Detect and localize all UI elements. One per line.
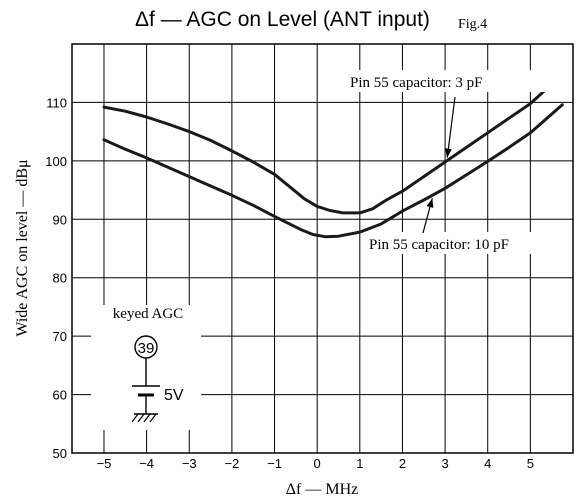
x-tick-label: 1: [356, 456, 363, 471]
x-tick-label: 0: [314, 456, 321, 471]
y-axis-label: Wide AGC on level — dBμ: [14, 159, 31, 336]
x-tick-label: −4: [139, 456, 154, 471]
inset-label: keyed AGC: [113, 306, 183, 322]
chart-title: Δf — AGC on Level (ANT input): [135, 8, 430, 31]
y-tick-label: 50: [53, 446, 67, 461]
pin-number: 39: [138, 340, 155, 357]
y-tick-label: 80: [53, 271, 67, 286]
tick-labels: −5 −4 −3 −2 −1 0 1 2 3 4 5 50 60 70 80 90 100 110: [45, 95, 534, 471]
x-tick-label: −2: [224, 456, 239, 471]
annotation-3pf: Pin 55 capacitor: 3 pF: [346, 70, 566, 158]
keyed-agc-inset: keyed AGC 39 5V: [91, 305, 201, 430]
y-tick-label: 110: [46, 95, 67, 110]
x-tick-label: 2: [399, 456, 406, 471]
plot-frame: [71, 43, 574, 454]
annotation-label: Pin 55 capacitor: 10 pF: [369, 237, 509, 253]
annotation-label: Pin 55 capacitor: 3 pF: [350, 75, 482, 91]
x-tick-label: −1: [267, 456, 282, 471]
series-line-3pf: [102, 72, 564, 215]
y-tick-label: 60: [53, 388, 67, 403]
annotations: Pin 55 capacitor: 3 pF Pin 55 capacitor: …: [346, 70, 571, 254]
supply-voltage: 5V: [164, 387, 184, 404]
x-tick-label: 3: [441, 456, 448, 471]
x-axis-label: Δf — MHz: [286, 481, 359, 498]
y-tick-label: 70: [53, 329, 67, 344]
x-tick-label: 5: [527, 456, 534, 471]
figure-label: Fig.4: [458, 17, 487, 32]
ground-hatch-icon: [131, 413, 157, 423]
x-tick-label: −3: [182, 456, 197, 471]
annotation-10pf: Pin 55 capacitor: 10 pF: [366, 198, 571, 254]
x-tick-label: −5: [97, 456, 112, 471]
x-tick-label: 4: [484, 456, 491, 471]
y-tick-label: 100: [45, 154, 67, 169]
series-line-10pf: [102, 103, 564, 239]
y-tick-label: 90: [53, 212, 67, 227]
curves: [102, 72, 564, 239]
